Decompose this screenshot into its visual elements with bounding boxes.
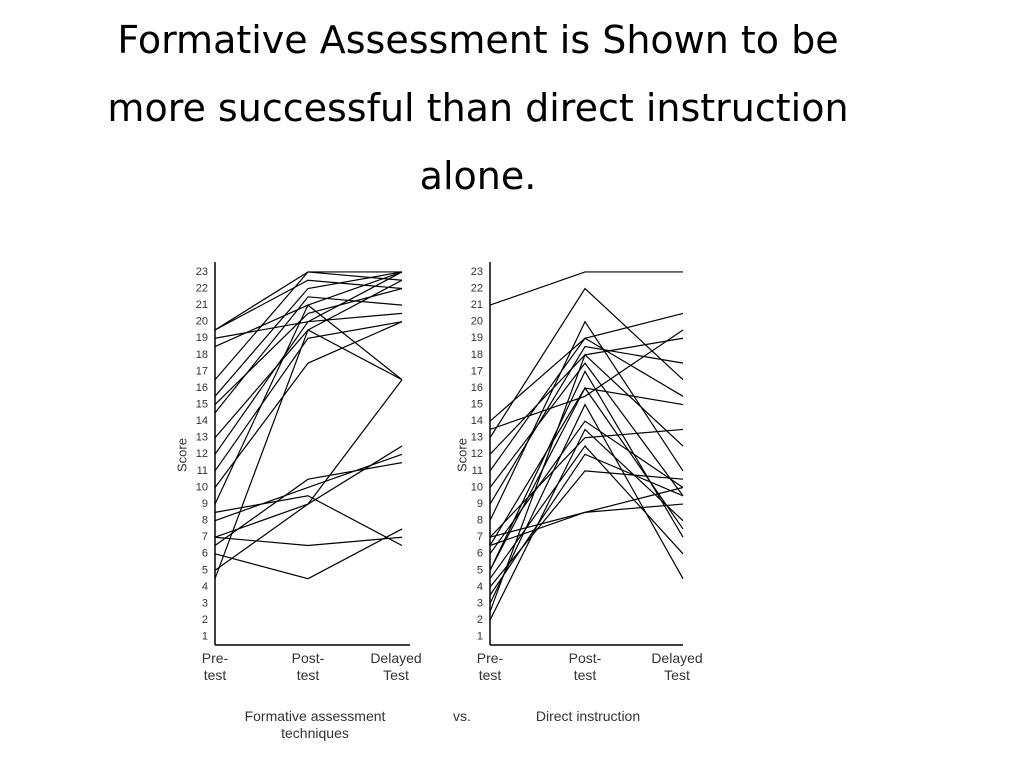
- score-line: [214, 462, 403, 547]
- y-tick-label: 9: [477, 498, 483, 510]
- y-tick-label: 22: [471, 282, 483, 294]
- y-tick-label: 22: [196, 282, 208, 294]
- y-tick-label: 20: [471, 316, 483, 328]
- score-line: [214, 379, 403, 538]
- score-line: [489, 362, 684, 497]
- y-tick-label: 20: [196, 316, 208, 328]
- score-line: [214, 321, 403, 472]
- y-tick-label: 19: [471, 332, 483, 344]
- score-line: [489, 403, 684, 604]
- score-line: [489, 486, 684, 547]
- y-tick-label: 12: [196, 448, 208, 460]
- y-tick-label: 21: [196, 299, 208, 311]
- y-tick-label: 7: [477, 531, 483, 543]
- y-tick-label: 11: [197, 465, 208, 477]
- y-axis-label: Score: [174, 438, 189, 472]
- x-tick-label: Delayed Test: [651, 650, 703, 683]
- y-tick-label: 23: [196, 266, 208, 278]
- y-tick-label: 6: [477, 548, 483, 560]
- y-tick-label: 16: [196, 382, 208, 394]
- score-line: [489, 428, 684, 621]
- caption: Formative assessment techniques: [244, 708, 386, 741]
- y-tick-label: 8: [477, 515, 483, 527]
- x-tick-label: Post- test: [291, 650, 325, 683]
- y-tick-label: 1: [477, 631, 483, 643]
- y-tick-label: 5: [477, 564, 483, 576]
- y-tick-label: 4: [202, 581, 208, 593]
- y-tick-label: 3: [477, 597, 483, 609]
- score-line: [489, 312, 684, 422]
- y-tick-label: 16: [471, 382, 483, 394]
- y-tick-label: 3: [202, 597, 208, 609]
- y-tick-label: 18: [471, 349, 483, 361]
- y-tick-label: 17: [471, 365, 483, 377]
- score-line: [214, 279, 403, 331]
- score-line: [214, 321, 403, 488]
- y-tick-label: 7: [202, 531, 208, 543]
- y-tick-label: 15: [196, 398, 208, 410]
- score-line: [489, 387, 684, 571]
- y-tick-label: 8: [202, 515, 208, 527]
- score-line: [214, 271, 403, 348]
- y-tick-label: 17: [196, 365, 208, 377]
- score-line: [489, 353, 684, 613]
- y-tick-label: 2: [202, 614, 208, 626]
- y-tick-label: 12: [471, 448, 483, 460]
- score-line: [214, 271, 403, 455]
- y-tick-label: 10: [196, 481, 208, 493]
- y-tick-label: 2: [477, 614, 483, 626]
- score-line: [489, 345, 684, 505]
- y-tick-label: 1: [202, 631, 208, 643]
- caption: vs.: [453, 708, 471, 724]
- y-tick-label: 14: [471, 415, 483, 427]
- score-line: [489, 287, 684, 439]
- y-tick-label: 4: [477, 581, 483, 593]
- y-tick-label: 19: [196, 332, 208, 344]
- y-tick-label: 13: [196, 432, 208, 444]
- score-line: [214, 296, 403, 414]
- score-line: [489, 320, 684, 521]
- y-tick-label: 23: [471, 266, 483, 278]
- y-tick-label: 11: [472, 465, 483, 477]
- score-line: [489, 329, 684, 431]
- score-line: [214, 528, 403, 580]
- x-tick-label: Pre- test: [476, 650, 504, 683]
- y-tick-label: 14: [196, 415, 208, 427]
- score-line: [214, 495, 403, 547]
- score-line: [489, 337, 684, 472]
- score-line: [214, 445, 403, 571]
- score-line: [214, 453, 403, 522]
- y-tick-label: 9: [202, 498, 208, 510]
- slide-title: Formative Assessment is Shown to be more…: [107, 18, 849, 198]
- y-tick-label: 18: [196, 349, 208, 361]
- y-tick-label: 15: [471, 398, 483, 410]
- x-tick-label: Delayed Test: [370, 650, 422, 683]
- score-line: [214, 329, 403, 579]
- score-line: [214, 536, 403, 547]
- score-line: [489, 453, 684, 596]
- score-line: [214, 304, 403, 505]
- score-line: [489, 271, 683, 306]
- x-tick-label: Pre- test: [201, 650, 229, 683]
- x-tick-label: Post- test: [568, 650, 602, 683]
- y-tick-label: 10: [471, 481, 483, 493]
- score-line: [214, 271, 403, 397]
- y-axis-label: Score: [454, 438, 469, 472]
- y-tick-label: 13: [471, 432, 483, 444]
- y-tick-label: 5: [202, 564, 208, 576]
- caption: Direct instruction: [535, 708, 641, 724]
- y-tick-label: 6: [202, 548, 208, 560]
- y-tick-label: 21: [471, 299, 483, 311]
